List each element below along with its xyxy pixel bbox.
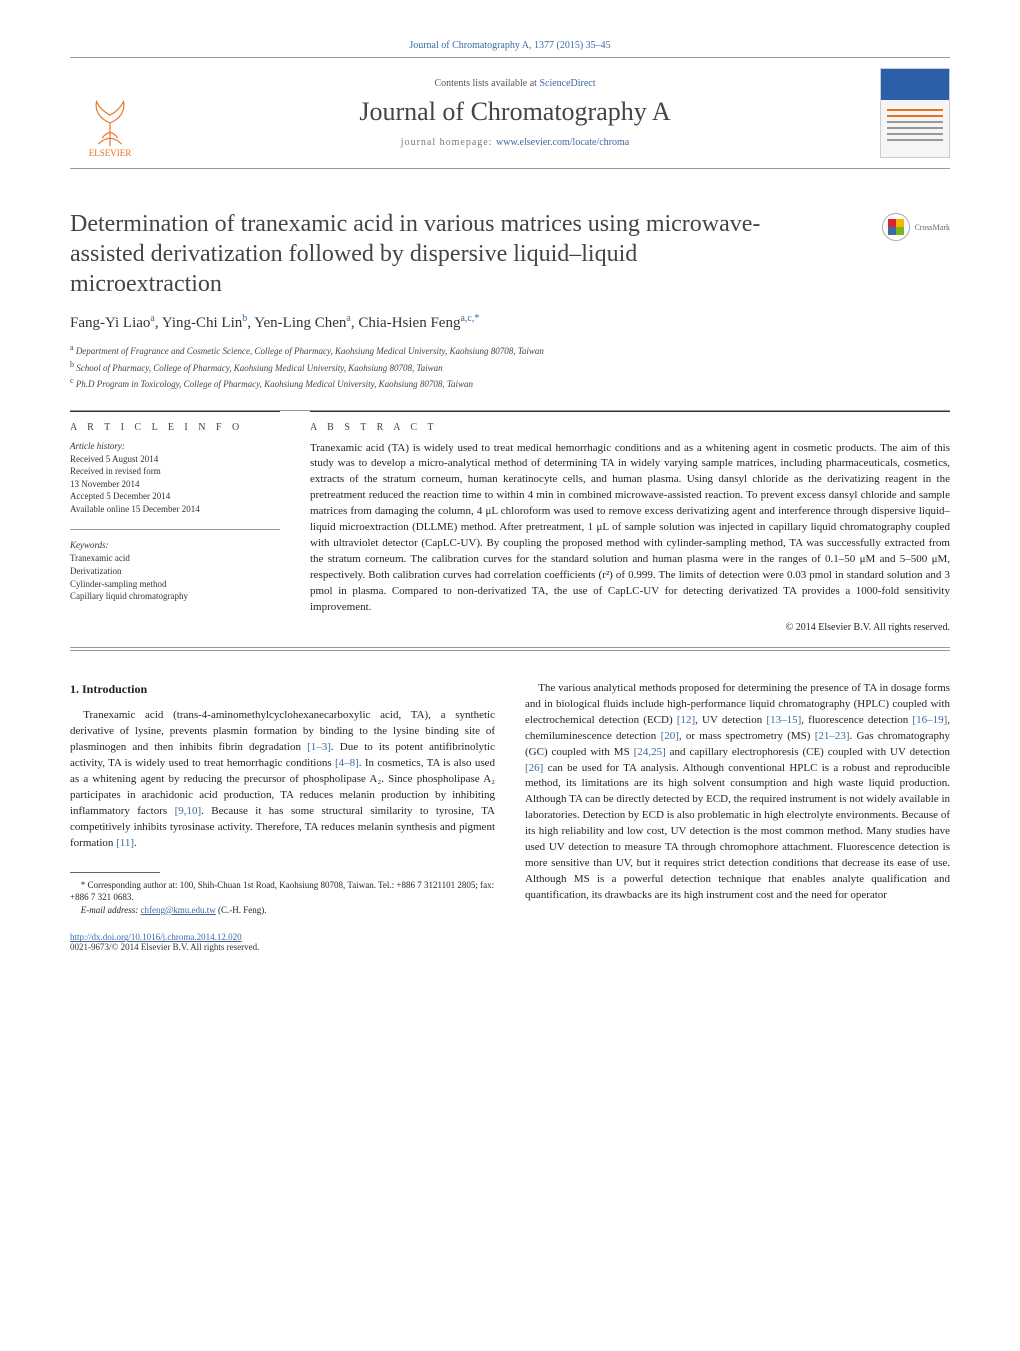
ref-link[interactable]: [13–15] <box>766 714 801 726</box>
email-suffix: (C.-H. Feng). <box>216 905 267 915</box>
elsevier-logo: ELSEVIER <box>70 68 150 158</box>
article-info-label: A R T I C L E I N F O <box>70 422 280 433</box>
keywords-label: Keywords: <box>70 540 280 550</box>
author: Yen-Ling Chena <box>254 315 351 331</box>
ref-link[interactable]: [16–19] <box>912 714 947 726</box>
history-label: Article history: <box>70 441 280 451</box>
journal-name: Journal of Chromatography A <box>150 97 880 127</box>
doi-link[interactable]: http://dx.doi.org/10.1016/j.chroma.2014.… <box>70 932 242 942</box>
ref-link[interactable]: [26] <box>525 762 543 774</box>
intro-para-1: Tranexamic acid (trans-4-aminomethylcycl… <box>70 708 495 851</box>
footnote-rule <box>70 872 160 873</box>
corresponding-author-note: * Corresponding author at: 100, Shih-Chu… <box>70 879 495 904</box>
author: Chia-Hsien Fenga,c,* <box>358 315 479 331</box>
text: and capillary electrophoresis (CE) coupl… <box>666 746 950 758</box>
keyword: Tranexamic acid <box>70 552 280 565</box>
author: Fang-Yi Liaoa <box>70 315 155 331</box>
article-info-column: A R T I C L E I N F O Article history: R… <box>70 411 280 633</box>
ref-link[interactable]: [20] <box>661 730 679 742</box>
ref-link[interactable]: [1–3] <box>307 741 331 753</box>
keyword: Cylinder-sampling method <box>70 578 280 591</box>
history-line: Received in revised form <box>70 465 280 478</box>
keyword: Derivatization <box>70 565 280 578</box>
crossmark-label: CrossMark <box>914 223 950 232</box>
paper-title: Determination of tranexamic acid in vari… <box>70 209 790 299</box>
info-abstract-row: A R T I C L E I N F O Article history: R… <box>70 411 950 633</box>
affiliation: c Ph.D Program in Toxicology, College of… <box>70 375 950 392</box>
text: , UV detection <box>695 714 766 726</box>
journal-citation: Journal of Chromatography A, 1377 (2015)… <box>70 40 950 51</box>
history-line: 13 November 2014 <box>70 478 280 491</box>
crossmark-badge[interactable]: CrossMark <box>882 213 950 241</box>
affiliation: b School of Pharmacy, College of Pharmac… <box>70 359 950 376</box>
homepage-prefix: journal homepage: <box>401 137 496 148</box>
abstract-text: Tranexamic acid (TA) is widely used to t… <box>310 441 950 616</box>
affiliation: a Department of Fragrance and Cosmetic S… <box>70 342 950 359</box>
email-line: E-mail address: chfeng@kmu.edu.tw (C.-H.… <box>70 904 495 917</box>
homepage-link[interactable]: www.elsevier.com/locate/chroma <box>496 137 629 148</box>
history-line: Received 5 August 2014 <box>70 453 280 466</box>
authors-line: Fang-Yi Liaoa, Ying-Chi Linb, Yen-Ling C… <box>70 313 950 332</box>
ref-link[interactable]: [21–23] <box>815 730 850 742</box>
affiliations: a Department of Fragrance and Cosmetic S… <box>70 342 950 392</box>
ref-link[interactable]: [12] <box>677 714 695 726</box>
sciencedirect-link[interactable]: ScienceDirect <box>539 78 595 89</box>
header-center: Contents lists available at ScienceDirec… <box>150 78 880 148</box>
elsevier-tree-icon <box>81 90 139 148</box>
text: . <box>134 837 137 849</box>
info-divider <box>70 529 280 530</box>
journal-cover-thumbnail <box>880 68 950 158</box>
author: Ying-Chi Linb <box>162 315 247 331</box>
keywords-block: Keywords: Tranexamic acidDerivatizationC… <box>70 540 280 602</box>
footer-block: http://dx.doi.org/10.1016/j.chroma.2014.… <box>70 932 950 952</box>
contents-prefix: Contents lists available at <box>434 78 539 89</box>
intro-heading: 1. Introduction <box>70 681 495 698</box>
col2-para: The various analytical methods proposed … <box>525 681 950 904</box>
history-line: Available online 15 December 2014 <box>70 503 280 516</box>
ref-link[interactable]: [4–8] <box>335 757 359 769</box>
contents-line: Contents lists available at ScienceDirec… <box>150 78 880 89</box>
text: , or mass spectrometry (MS) <box>679 730 815 742</box>
email-label: E-mail address: <box>81 905 141 915</box>
journal-header: ELSEVIER Contents lists available at Sci… <box>70 58 950 169</box>
homepage-line: journal homepage: www.elsevier.com/locat… <box>150 137 880 148</box>
crossmark-icon <box>882 213 910 241</box>
article-history: Article history: Received 5 August 2014R… <box>70 441 280 516</box>
issn-copyright: 0021-9673/© 2014 Elsevier B.V. All right… <box>70 942 950 952</box>
abstract-copyright: © 2014 Elsevier B.V. All rights reserved… <box>310 622 950 633</box>
lower-rule <box>70 650 950 651</box>
abstract-label: A B S T R A C T <box>310 422 950 433</box>
ref-link[interactable]: [9,10] <box>175 805 202 817</box>
ref-link[interactable]: [24,25] <box>634 746 666 758</box>
publisher-name: ELSEVIER <box>89 148 132 158</box>
body-column-right: The various analytical methods proposed … <box>525 681 950 917</box>
text: , fluorescence detection <box>801 714 912 726</box>
abstract-bottom-rule <box>70 647 950 648</box>
keyword: Capillary liquid chromatography <box>70 590 280 603</box>
title-block: CrossMark Determination of tranexamic ac… <box>70 209 950 392</box>
abstract-column: A B S T R A C T Tranexamic acid (TA) is … <box>310 411 950 633</box>
email-link[interactable]: chfeng@kmu.edu.tw <box>140 905 215 915</box>
body-columns: 1. Introduction Tranexamic acid (trans-4… <box>70 681 950 917</box>
ref-link[interactable]: [11] <box>116 837 134 849</box>
body-column-left: 1. Introduction Tranexamic acid (trans-4… <box>70 681 495 917</box>
text: can be used for TA analysis. Although co… <box>525 762 950 902</box>
history-line: Accepted 5 December 2014 <box>70 490 280 503</box>
